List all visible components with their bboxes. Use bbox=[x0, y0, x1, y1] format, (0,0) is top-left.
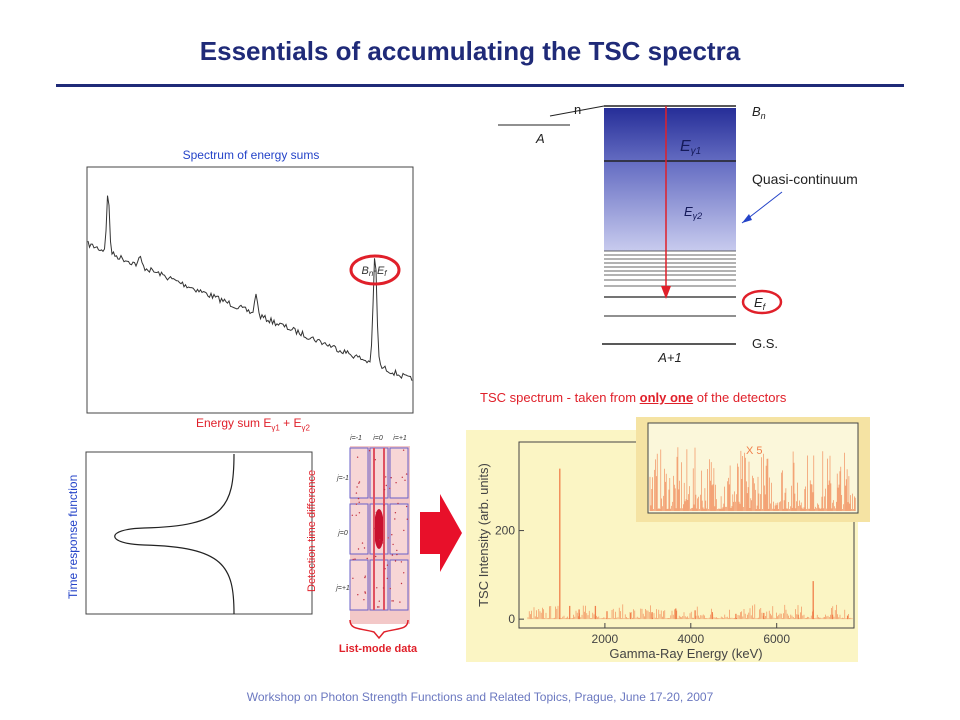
tsc-xlabel: Gamma-Ray Energy (keV) bbox=[609, 646, 762, 661]
level-scheme: n A Eγ1 Eγ2 Bn Quasi-continuum Ef G.S. A… bbox=[498, 102, 858, 365]
eg1-label: Eγ1 bbox=[680, 138, 701, 157]
footer-text: Workshop on Photon Strength Functions an… bbox=[246, 690, 714, 704]
tsc-noise-lines bbox=[527, 604, 853, 620]
detection-time-label: Detection-time difference bbox=[306, 469, 318, 593]
row-label-j-plus: j=+1 bbox=[335, 585, 350, 592]
matrix-central-peak bbox=[374, 509, 384, 549]
tsc-x-tick-label: 4000 bbox=[677, 632, 704, 646]
gs-label: G.S. bbox=[752, 336, 778, 351]
target-label: A bbox=[535, 131, 545, 146]
inset-scale-label: X 5 bbox=[746, 445, 763, 457]
time-response-curve bbox=[114, 453, 235, 615]
col-label-i-zero: i=0 bbox=[373, 435, 383, 442]
peak-label: Bn-Ef bbox=[361, 265, 387, 278]
tsc-peaks bbox=[559, 468, 849, 620]
tsc-ylabel: TSC Intensity (arb. units) bbox=[476, 463, 491, 607]
flow-arrow bbox=[420, 494, 462, 572]
title-divider bbox=[56, 84, 904, 87]
eg2-label: Eγ2 bbox=[684, 204, 702, 221]
quasi-continuum-label: Quasi-continuum bbox=[752, 171, 858, 187]
energy-sum-spectrum: Bn-Ef bbox=[86, 166, 414, 414]
ef-label: Ef bbox=[754, 295, 767, 312]
tsc-y-tick-label: 0 bbox=[508, 612, 515, 626]
tsc-ticks: 2000 4000 6000 0 200 bbox=[495, 524, 790, 646]
product-label: A+1 bbox=[657, 350, 682, 365]
energy-sum-caption: Spectrum of energy sums bbox=[182, 148, 320, 162]
col-label-i-plus: i=+1 bbox=[393, 435, 407, 442]
time-response-ylabel: Time response function bbox=[66, 474, 80, 600]
tsc-y-tick-label: 200 bbox=[495, 524, 515, 538]
list-mode-matrix: i=-1 i=0 i=+1 j=-1 j=0 j=+1 bbox=[335, 435, 410, 640]
energy-sum-xlabel: Energy sum Eγ1 + Eγ2 bbox=[196, 416, 310, 433]
quasi-pointer-head bbox=[742, 214, 752, 223]
discrete-levels bbox=[604, 250, 736, 287]
peak-highlight-ellipse bbox=[349, 254, 401, 286]
tsc-inset-lines bbox=[649, 447, 856, 511]
energy-sum-frame bbox=[86, 166, 414, 414]
tsc-x-tick-label: 6000 bbox=[763, 632, 790, 646]
col-label-i-minus: i=-1 bbox=[350, 435, 362, 442]
list-mode-brace bbox=[349, 619, 409, 640]
quasi-continuum-band bbox=[604, 108, 736, 251]
neutron-label: n bbox=[574, 102, 581, 117]
matrix-dots bbox=[351, 449, 408, 608]
gamma-arrow-head bbox=[661, 286, 671, 299]
time-response-plot bbox=[85, 451, 313, 615]
tsc-caption: TSC spectrum - taken from only one of th… bbox=[480, 390, 787, 405]
time-response-frame bbox=[85, 451, 313, 615]
row-label-j-zero: j=0 bbox=[337, 530, 348, 537]
flow-arrow-shape bbox=[420, 494, 462, 572]
list-mode-label: List-mode data bbox=[338, 643, 418, 655]
bn-label: Bn bbox=[752, 104, 766, 121]
energy-sum-trace bbox=[87, 195, 413, 381]
page-title: Essentials of accumulating the TSC spect… bbox=[199, 36, 741, 66]
row-label-j-minus: j=-1 bbox=[336, 475, 349, 482]
tsc-inset: X 5 bbox=[636, 417, 870, 522]
ef-highlight-ellipse bbox=[741, 289, 783, 315]
neutron-arrow bbox=[549, 105, 605, 117]
matrix-central-band bbox=[373, 448, 385, 610]
tsc-x-tick-label: 2000 bbox=[592, 632, 619, 646]
